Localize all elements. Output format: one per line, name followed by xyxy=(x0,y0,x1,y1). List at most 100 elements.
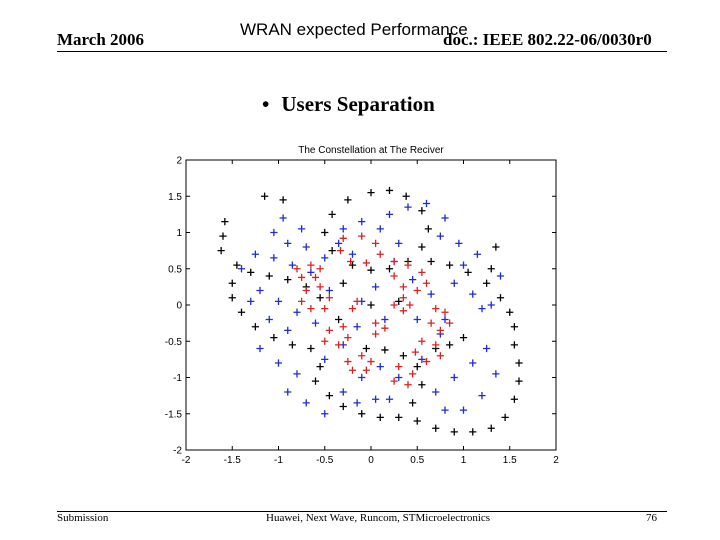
constellation-point-series-3 xyxy=(302,286,310,295)
constellation-point-series-2 xyxy=(265,315,273,324)
constellation-point-series-1 xyxy=(515,377,523,385)
constellation-point-series-1 xyxy=(496,294,505,302)
constellation-point-series-1 xyxy=(469,428,477,436)
constellation-point-series-1 xyxy=(418,381,426,389)
constellation-point-series-3 xyxy=(418,268,426,276)
footer-divider xyxy=(57,511,667,512)
constellation-point-series-2 xyxy=(339,225,347,233)
constellation-point-series-2 xyxy=(385,395,394,403)
footer-submission: Submission xyxy=(57,512,109,524)
constellation-point-series-1 xyxy=(376,413,384,421)
constellation-point-series-3 xyxy=(307,305,315,313)
constellation-point-series-2 xyxy=(348,250,357,258)
y-tick-label: -2 xyxy=(173,446,182,457)
bullet-text: Users Separation xyxy=(281,92,435,116)
constellation-point-series-1 xyxy=(501,413,509,421)
constellation-point-series-1 xyxy=(464,268,472,276)
constellation-point-series-1 xyxy=(409,399,417,407)
constellation-point-series-3 xyxy=(432,305,440,313)
constellation-point-series-1 xyxy=(270,334,278,342)
constellation-point-series-1 xyxy=(328,247,336,255)
constellation-point-series-1 xyxy=(217,247,225,255)
constellation-point-series-3 xyxy=(348,366,357,374)
constellation-point-series-3 xyxy=(311,273,320,282)
constellation-point-series-1 xyxy=(432,424,440,432)
constellation-point-series-2 xyxy=(284,326,292,334)
y-tick-label: 0.5 xyxy=(168,264,182,275)
y-tick-label: -0.5 xyxy=(165,337,183,348)
constellation-point-series-2 xyxy=(376,363,384,371)
constellation-point-series-2 xyxy=(459,406,468,414)
constellation-point-series-3 xyxy=(307,261,315,269)
constellation-point-series-3 xyxy=(409,370,417,378)
constellation-point-series-1 xyxy=(339,279,347,287)
constellation-point-series-2 xyxy=(307,268,315,276)
constellation-point-series-2 xyxy=(422,199,431,208)
constellation-point-series-3 xyxy=(399,294,407,302)
constellation-point-series-1 xyxy=(367,189,375,197)
constellation-point-series-2 xyxy=(279,214,287,222)
x-tick-label: 0 xyxy=(368,455,374,466)
constellation-point-series-1 xyxy=(418,207,426,215)
constellation-point-series-1 xyxy=(344,196,352,204)
constellation-point-series-1 xyxy=(515,359,523,367)
constellation-point-series-2 xyxy=(339,388,347,396)
constellation-point-series-3 xyxy=(339,234,347,242)
constellation-point-series-2 xyxy=(376,225,384,233)
constellation-point-series-2 xyxy=(321,355,329,363)
constellation-point-series-2 xyxy=(432,388,440,396)
constellation-point-series-1 xyxy=(316,294,324,302)
x-tick-label: -2 xyxy=(182,455,191,466)
constellation-point-series-3 xyxy=(404,381,412,389)
constellation-point-series-2 xyxy=(478,392,486,400)
constellation-point-series-1 xyxy=(450,428,458,436)
constellation-point-series-2 xyxy=(325,286,333,295)
constellation-point-series-2 xyxy=(413,315,421,324)
constellation-point-series-2 xyxy=(418,355,426,363)
constellation-point-series-2 xyxy=(441,315,449,324)
constellation-point-series-1 xyxy=(279,196,287,204)
constellation-point-series-1 xyxy=(510,323,518,331)
constellation-point-series-1 xyxy=(348,261,357,269)
constellation-point-series-2 xyxy=(459,261,468,269)
constellation-point-series-2 xyxy=(385,210,394,218)
constellation-point-series-1 xyxy=(381,346,389,354)
constellation-point-series-1 xyxy=(413,417,421,425)
constellation-point-series-3 xyxy=(422,279,431,287)
constellation-point-series-2 xyxy=(311,319,320,327)
constellation-point-series-3 xyxy=(362,366,370,374)
constellation-point-series-3 xyxy=(358,352,366,360)
constellation-point-series-2 xyxy=(478,305,486,313)
constellation-point-series-3 xyxy=(411,348,419,356)
constellation-point-series-2 xyxy=(409,276,417,284)
constellation-point-series-1 xyxy=(261,192,269,200)
constellation-point-series-3 xyxy=(336,247,345,255)
constellation-point-series-1 xyxy=(506,308,514,316)
constellation-point-series-2 xyxy=(372,283,380,291)
constellation-point-series-2 xyxy=(237,265,246,273)
constellation-point-series-2 xyxy=(469,359,477,367)
constellation-point-series-2 xyxy=(321,254,329,262)
constellation-point-series-2 xyxy=(487,301,495,309)
constellation-point-series-3 xyxy=(339,323,347,331)
constellation-point-series-2 xyxy=(302,243,310,251)
constellation-point-series-3 xyxy=(399,283,407,291)
constellation-point-series-1 xyxy=(265,272,273,280)
constellation-point-series-3 xyxy=(399,307,407,315)
constellation-point-series-3 xyxy=(436,352,444,360)
y-tick-label: 1 xyxy=(176,228,182,239)
constellation-point-series-2 xyxy=(302,399,310,407)
constellation-point-series-3 xyxy=(427,319,435,327)
chart-title: The Constellation at The Reciver xyxy=(298,145,444,156)
constellation-point-series-1 xyxy=(399,352,407,360)
constellation-point-series-2 xyxy=(436,232,444,240)
constellation-point-series-2 xyxy=(270,254,278,262)
constellation-point-series-2 xyxy=(483,344,491,353)
constellation-point-series-3 xyxy=(347,257,355,266)
constellation-point-series-2 xyxy=(450,373,458,382)
constellation-point-series-1 xyxy=(219,232,227,240)
constellation-point-series-1 xyxy=(316,363,324,371)
constellation-point-series-1 xyxy=(367,301,375,309)
constellation-point-series-1 xyxy=(362,344,370,353)
constellation-point-series-3 xyxy=(344,357,352,366)
